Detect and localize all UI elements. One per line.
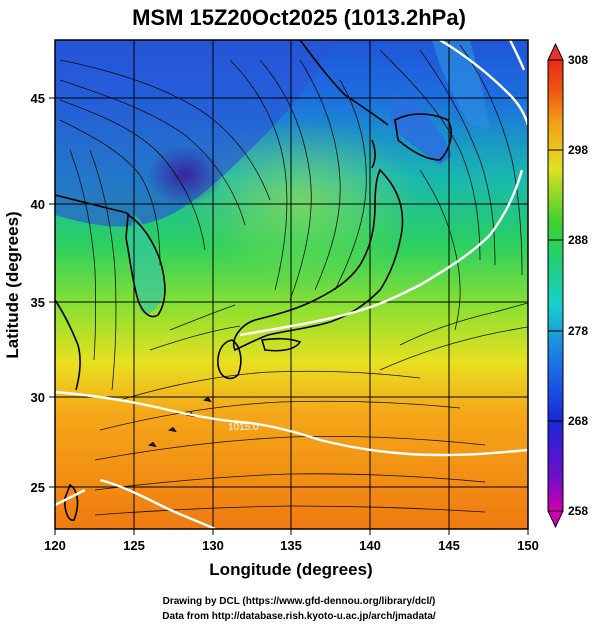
- streamline: [399, 302, 528, 346]
- x-tick-label: 150: [517, 538, 539, 553]
- korea-region: [128, 215, 165, 314]
- coastline-bohai: [55, 194, 130, 216]
- x-tick-label: 135: [280, 538, 302, 553]
- chart-title: MSM 15Z20Oct2025 (1013.2hPa): [132, 5, 466, 30]
- graticule: [55, 40, 528, 529]
- isobar-label: 1015.0: [228, 422, 259, 433]
- isobar-south: [99, 478, 216, 529]
- colorbar-label: 288: [568, 233, 588, 247]
- credit-data-source: Data from http://database.rish.kyoto-u.a…: [162, 611, 436, 622]
- streamline: [229, 59, 288, 291]
- streamline: [89, 149, 117, 391]
- streamline: [299, 59, 341, 291]
- streamline: [169, 304, 236, 331]
- streamline: [94, 473, 486, 491]
- x-tick-label: 140: [359, 538, 381, 553]
- streamline: [94, 435, 486, 461]
- colorbar-label: 278: [568, 324, 588, 338]
- streamline: [59, 119, 161, 266]
- streamline: [99, 400, 461, 431]
- streamlines: [59, 44, 528, 516]
- streamline: [119, 370, 421, 401]
- y-tick-label: 25: [31, 480, 45, 495]
- coastline-sakhalin-south: [371, 139, 376, 169]
- x-axis-title: Longitude (degrees): [209, 560, 372, 579]
- y-tick-labels: 25 30 35 40 45: [31, 91, 45, 495]
- streamline: [59, 99, 206, 251]
- streamline: [379, 326, 528, 371]
- credit-drawing: Drawing by DCL (https://www.gfd-dennou.o…: [163, 596, 436, 607]
- coastline-hokkaido: [394, 113, 452, 161]
- hokkaido-cool-region: [390, 95, 452, 165]
- axis-ticks: [49, 97, 529, 535]
- streamline: [259, 59, 312, 301]
- y-tick-label: 30: [31, 390, 45, 405]
- isobar-corner: [508, 40, 526, 71]
- colorbar-ticks: [548, 59, 563, 512]
- streamline: [59, 59, 271, 201]
- streamline: [379, 49, 481, 261]
- coastline-korea: [125, 213, 166, 318]
- colorbar-scale: [547, 59, 564, 512]
- isobar-1015: [55, 390, 528, 457]
- x-tick-label: 125: [123, 538, 145, 553]
- colorbar-label: 258: [568, 504, 588, 518]
- coastline-primorye: [299, 40, 389, 126]
- x-tick-label: 120: [44, 538, 66, 553]
- coastline-china-east: [55, 299, 81, 391]
- y-tick-label: 40: [31, 197, 45, 212]
- streamline: [149, 325, 241, 351]
- sakhalin-cool-region: [432, 40, 490, 130]
- colorbar-upper-triangle: [547, 42, 564, 61]
- streamline: [459, 44, 523, 276]
- x-tick-label: 130: [202, 538, 224, 553]
- isobars: [55, 40, 528, 529]
- colorbar: 258 268 278 288 298 308: [547, 42, 588, 529]
- x-tick-label: 145: [438, 538, 460, 553]
- isobar-southwest: [55, 488, 86, 507]
- coastline-shikoku: [260, 337, 302, 352]
- streamline: [334, 79, 367, 291]
- plot-area: 1015.0: [55, 40, 528, 529]
- streamline: [94, 505, 486, 516]
- coastline-kyushu: [217, 339, 242, 380]
- colorbar-label: 268: [568, 414, 588, 428]
- streamline: [419, 169, 461, 331]
- colorbar-label: 298: [568, 143, 588, 157]
- isobar-north: [239, 169, 524, 337]
- isobar-northeast: [439, 40, 528, 126]
- y-tick-label: 45: [31, 91, 45, 106]
- coastline-ryukyu: [147, 396, 212, 448]
- coastline-taiwan: [64, 483, 79, 521]
- sea-of-japan-warm-patch: [180, 120, 420, 280]
- y-tick-label: 35: [31, 295, 45, 310]
- y-axis-title: Latitude (degrees): [3, 211, 22, 358]
- x-tick-labels: 120 125 130 135 140 145 150: [44, 538, 539, 553]
- coastline-honshu: [233, 168, 404, 352]
- streamline: [59, 79, 246, 226]
- streamline: [69, 149, 97, 361]
- colorbar-label: 308: [568, 53, 588, 67]
- colorbar-lower-triangle: [547, 510, 564, 529]
- continental-cold-region: [55, 40, 330, 227]
- cold-core-region: [147, 145, 223, 205]
- coastlines: [55, 40, 452, 521]
